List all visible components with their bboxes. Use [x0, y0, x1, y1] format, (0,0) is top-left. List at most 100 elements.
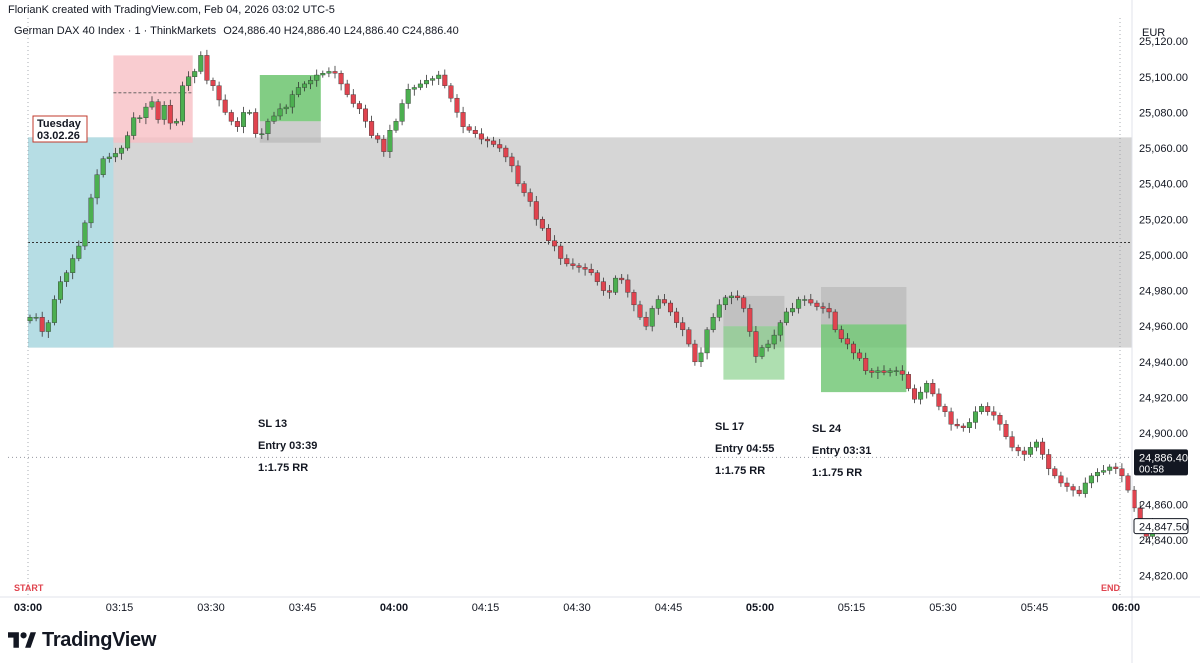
candle-body[interactable]	[997, 415, 1003, 425]
candle-body[interactable]	[76, 245, 82, 259]
candle-body[interactable]	[985, 406, 991, 412]
candle-body[interactable]	[735, 295, 741, 298]
candle-body[interactable]	[344, 83, 350, 95]
candle-body[interactable]	[1058, 475, 1064, 484]
candle-body[interactable]	[161, 105, 167, 120]
candle-body[interactable]	[515, 165, 521, 184]
candle-body[interactable]	[1101, 470, 1107, 473]
candle-body[interactable]	[863, 358, 869, 371]
candle-body[interactable]	[1076, 489, 1082, 494]
candle-body[interactable]	[686, 329, 692, 345]
candle-body[interactable]	[1052, 468, 1058, 477]
candle-body[interactable]	[1107, 466, 1113, 471]
candle-body[interactable]	[1082, 482, 1088, 494]
candle-body[interactable]	[405, 89, 411, 104]
candle-body[interactable]	[314, 74, 320, 81]
candle-body[interactable]	[838, 329, 844, 339]
candle-body[interactable]	[186, 76, 192, 86]
candle-body[interactable]	[857, 352, 863, 359]
candle-body[interactable]	[466, 126, 472, 131]
candle-body[interactable]	[448, 85, 454, 99]
candle-body[interactable]	[912, 388, 918, 400]
candle-body[interactable]	[363, 108, 369, 122]
candle-body[interactable]	[546, 228, 552, 241]
candle-body[interactable]	[704, 329, 710, 354]
candle-body[interactable]	[1015, 447, 1021, 452]
candle-body[interactable]	[966, 422, 972, 428]
candle-body[interactable]	[131, 117, 137, 136]
candle-body[interactable]	[887, 370, 893, 373]
candle-body[interactable]	[1113, 466, 1119, 469]
candle-body[interactable]	[472, 130, 478, 135]
candle-body[interactable]	[960, 425, 966, 428]
candle-body[interactable]	[1088, 475, 1094, 484]
symbol-name[interactable]: German DAX 40 Index · 1 · ThinkMarkets	[14, 25, 217, 37]
candle-body[interactable]	[869, 370, 875, 373]
candle-body[interactable]	[51, 299, 57, 323]
candle-body[interactable]	[722, 297, 728, 306]
candle-body[interactable]	[332, 71, 338, 74]
candle-body[interactable]	[1033, 441, 1039, 448]
candle-body[interactable]	[1070, 486, 1076, 491]
candle-body[interactable]	[973, 411, 979, 423]
candle-body[interactable]	[570, 263, 576, 266]
candle-body[interactable]	[716, 304, 722, 318]
candle-body[interactable]	[948, 411, 954, 425]
candle-body[interactable]	[851, 343, 857, 354]
candle-body[interactable]	[155, 101, 161, 120]
candle-body[interactable]	[698, 352, 704, 363]
candle-body[interactable]	[539, 219, 545, 229]
candle-body[interactable]	[27, 317, 33, 322]
candle-body[interactable]	[179, 85, 185, 122]
candle-body[interactable]	[832, 311, 838, 330]
candle-body[interactable]	[1003, 423, 1009, 437]
candle-body[interactable]	[82, 222, 88, 247]
candle-body[interactable]	[45, 322, 51, 332]
candle-body[interactable]	[753, 331, 759, 357]
candle-body[interactable]	[533, 201, 539, 220]
candle-body[interactable]	[33, 317, 39, 319]
candle-body[interactable]	[1040, 441, 1046, 455]
candle-body[interactable]	[674, 311, 680, 323]
candle-body[interactable]	[295, 87, 301, 95]
candle-body[interactable]	[338, 73, 344, 85]
candle-body[interactable]	[790, 308, 796, 313]
candle-body[interactable]	[369, 121, 375, 136]
candle-body[interactable]	[1009, 436, 1015, 448]
candle-body[interactable]	[265, 121, 271, 135]
candle-body[interactable]	[442, 74, 448, 86]
candle-body[interactable]	[1027, 447, 1033, 455]
candle-body[interactable]	[58, 281, 64, 300]
candle-body[interactable]	[844, 338, 850, 345]
candle-body[interactable]	[668, 302, 674, 313]
candle-body[interactable]	[521, 183, 527, 193]
candle-body[interactable]	[759, 347, 765, 357]
candle-body[interactable]	[39, 317, 45, 332]
trade-note-3[interactable]: SL 24 Entry 03:31 1:1.75 RR	[812, 423, 871, 479]
candle-body[interactable]	[283, 106, 289, 110]
candle-body[interactable]	[259, 133, 265, 136]
candle-body[interactable]	[125, 135, 131, 149]
candle-body[interactable]	[1119, 468, 1125, 477]
candle-body[interactable]	[692, 343, 698, 363]
candle-body[interactable]	[918, 391, 924, 400]
candle-body[interactable]	[234, 121, 240, 127]
candle-body[interactable]	[631, 292, 637, 306]
candle-body[interactable]	[387, 130, 393, 152]
position-upper-zone-3[interactable]	[723, 295, 785, 327]
candle-body[interactable]	[478, 133, 484, 140]
candle-body[interactable]	[210, 80, 216, 86]
candle-body[interactable]	[393, 121, 399, 131]
candle-body[interactable]	[808, 299, 814, 304]
candle-body[interactable]	[741, 297, 747, 309]
tradingview-logo[interactable]: TradingView	[8, 628, 156, 652]
candle-body[interactable]	[747, 308, 753, 332]
candle-body[interactable]	[460, 112, 466, 127]
candle-body[interactable]	[356, 103, 362, 110]
candle-body[interactable]	[485, 138, 491, 142]
candle-body[interactable]	[643, 317, 649, 327]
candle-body[interactable]	[277, 108, 283, 117]
candle-body[interactable]	[1046, 454, 1052, 469]
